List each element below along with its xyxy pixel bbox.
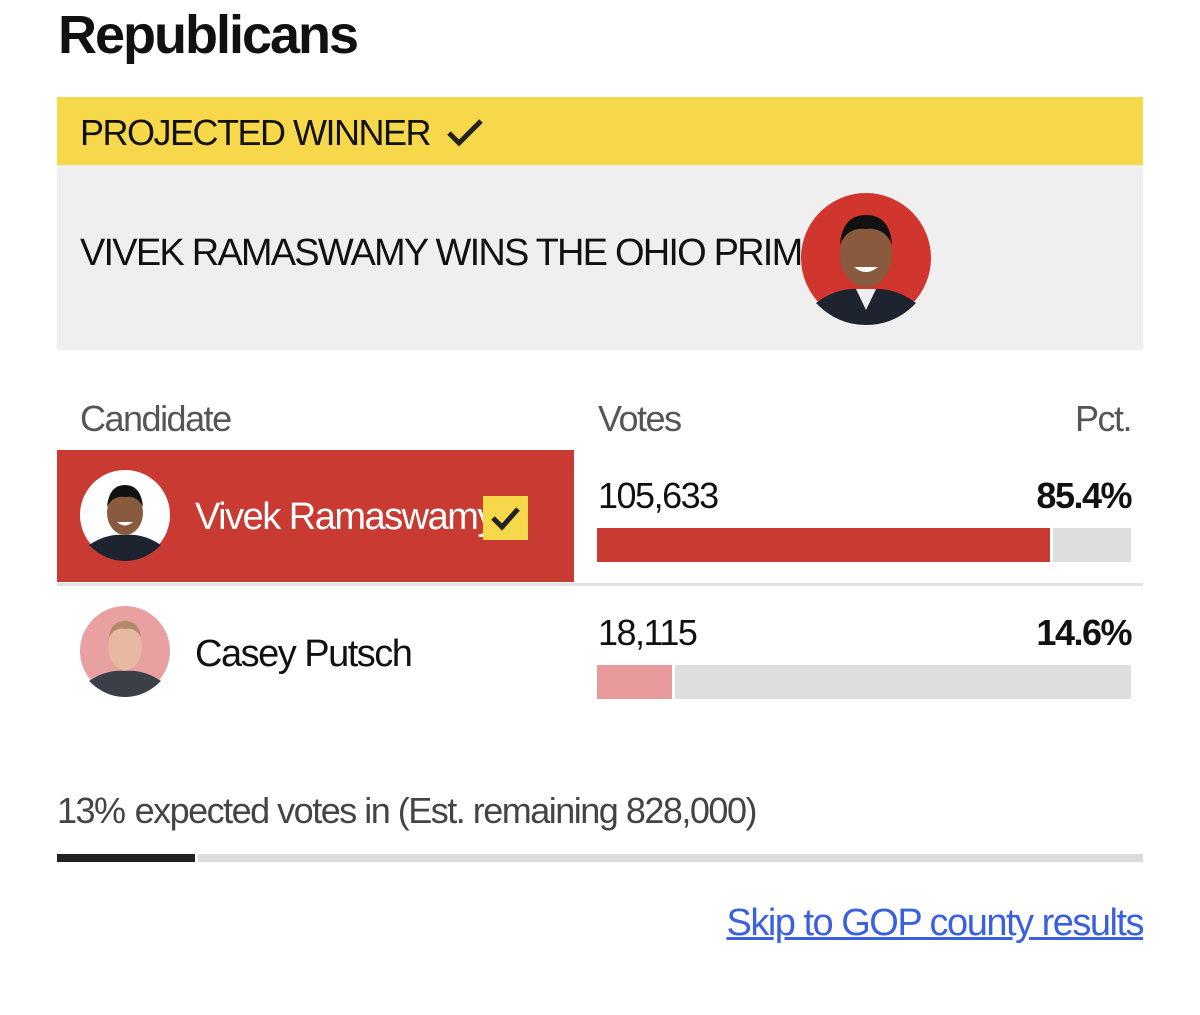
divider (57, 583, 1143, 586)
bar-track (597, 528, 1131, 562)
news-box (57, 165, 1143, 350)
county-link[interactable]: Skip to GOP county results (726, 902, 1145, 944)
winner-label: PROJECTED WINNER (80, 112, 485, 154)
pct: 85.4% (1036, 475, 1132, 516)
votes: 105,633 (598, 475, 719, 516)
vote-bar (597, 528, 1054, 562)
col-header: Votes (598, 398, 682, 439)
reporting-track (57, 854, 1143, 862)
candidate-photo (80, 470, 170, 561)
candidate-name: Casey Putsch (195, 633, 413, 675)
col-header: Candidate (80, 398, 232, 439)
winner-band (57, 97, 1143, 165)
winner-photo (801, 193, 931, 325)
col-header: Pct. (1074, 398, 1133, 439)
pct: 14.6% (1036, 612, 1132, 653)
headline: VIVEK RAMASWAMY WINS THE OHIO PRIMARY (80, 232, 875, 274)
reporting-bar (57, 854, 199, 862)
winner-check (483, 496, 528, 540)
check-icon (446, 119, 483, 147)
votes: 18,115 (598, 612, 698, 653)
label-text: PROJECTED WINNER (80, 112, 432, 153)
candidate-name: Vivek Ramaswamy (195, 496, 496, 538)
bar-track (597, 665, 1131, 699)
vote-bar (597, 665, 675, 699)
reporting-pct: 13% (57, 790, 126, 831)
candidate-photo (80, 606, 170, 697)
title: Republicans (58, 5, 359, 65)
reporting-text: 13% expected votes in (Est. remaining 828… (57, 790, 758, 832)
reporting-note: expected votes in (Est. remaining 828,00… (134, 790, 758, 831)
